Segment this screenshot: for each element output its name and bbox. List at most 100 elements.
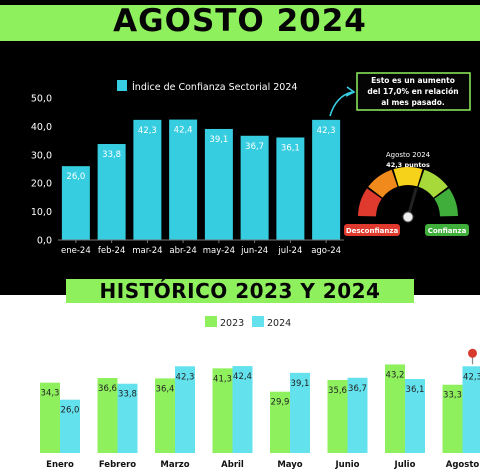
bar <box>97 144 126 240</box>
bar-value-label: 42,4 <box>233 372 252 382</box>
gauge-segment <box>418 169 448 198</box>
bar-value-label: 33,3 <box>443 391 462 401</box>
legend-label-2023: 2023 <box>220 318 244 329</box>
bar-value-label: 29,9 <box>271 398 290 408</box>
x-tick-label: ene-24 <box>61 246 91 256</box>
bar-value-label: 33,8 <box>118 390 137 400</box>
top-panel <box>0 0 480 295</box>
gauge-segment <box>434 188 458 217</box>
bar <box>312 119 341 240</box>
legend-swatch-2024 <box>252 316 264 327</box>
bar-2024 <box>462 366 480 453</box>
gauge-subtitle: 42,3 puntos <box>386 161 430 169</box>
category-label: Febrero <box>99 460 136 470</box>
bar-value-label: 36,4 <box>156 384 175 394</box>
x-tick-label: jul-24 <box>277 246 302 256</box>
bar-2024 <box>290 372 310 453</box>
bar-value-label: 36,1 <box>406 385 425 395</box>
category-label: Junio <box>334 460 359 470</box>
callout-line-1: Esto es un aumento <box>371 76 455 85</box>
x-tick-label: may-24 <box>203 246 235 256</box>
gauge-segment <box>358 188 382 217</box>
bar-value-label: 42,4 <box>174 126 193 136</box>
category-label: Abril <box>221 460 244 470</box>
legend: Índice de Confianza Sectorial 2024 <box>117 80 297 93</box>
bars: 34,326,036,633,836,442,3 41,3 42,429,939,1… <box>40 348 480 453</box>
bar-value-label: 36,7 <box>348 384 367 394</box>
bar-2023 <box>442 384 463 453</box>
category-label: Marzo <box>160 460 189 470</box>
x-axis: ene-24 feb-24 mar-24 abr-24 may-24 jun-24 jul-… <box>58 239 344 256</box>
bar-2024 <box>347 377 368 453</box>
bar-value-label: 34,3 <box>41 389 60 399</box>
bar-2024 <box>405 378 425 453</box>
bar-2024 <box>117 383 138 453</box>
gauge-right-label: Confianza <box>428 227 467 235</box>
bar-value-label: 36,1 <box>281 143 300 153</box>
bar-value-label: 42,3 <box>317 126 336 136</box>
y-tick-label: 0,0 <box>37 236 52 247</box>
bar <box>204 128 233 240</box>
bar <box>276 137 305 240</box>
y-tick-label: 30,0 <box>31 150 52 161</box>
gauge-right-pill <box>425 224 469 236</box>
callout-line-2: del 17,0% en relación <box>367 87 458 96</box>
callout-line-3: al mes pasado. <box>381 98 445 107</box>
gauge-segment <box>393 167 423 187</box>
legend: 2023 2024 <box>205 316 291 329</box>
bar-value-label: 43,2 <box>386 370 405 380</box>
x-tick-label: jun-24 <box>240 246 268 256</box>
marker-pin-head <box>468 348 477 358</box>
legend-swatch <box>117 80 127 91</box>
callout-box <box>356 72 471 111</box>
gauge-left-label: Desconfianza <box>346 227 399 235</box>
bar-value-label: 33,8 <box>102 150 121 160</box>
bar-value-label: 35,6 <box>328 386 347 396</box>
historic-banner <box>66 279 414 303</box>
legend-label: Índice de Confianza Sectorial 2024 <box>132 81 297 93</box>
bar <box>240 135 269 240</box>
y-tick-label: 50,0 <box>31 94 52 105</box>
category-label: Mayo <box>277 460 302 470</box>
bar-2023 <box>212 368 233 453</box>
y-tick-label: 10,0 <box>31 207 52 218</box>
bar-2023 <box>155 378 175 453</box>
category-label: Julio <box>394 460 416 470</box>
gauge-left-pill <box>344 224 400 236</box>
page-title: AGOSTO 2024 <box>113 3 367 39</box>
bar-value-label: 36,6 <box>98 384 117 394</box>
category-label: Agosto <box>446 460 480 470</box>
gauge: Agosto 2024 42,3 puntos Desconfianza Con… <box>344 151 469 236</box>
historic-chart: 2023 2024 34,326,036,633,836,442,3 41,3 42… <box>40 316 480 470</box>
title-banner <box>0 5 480 41</box>
bar-value-label: 42,3 <box>463 372 480 382</box>
gauge-segment <box>368 169 398 198</box>
bar-2024 <box>232 366 253 453</box>
callout: Esto es un aumento del 17,0% en relación… <box>329 72 471 117</box>
monthly-index-chart: 0,0 10,0 20,0 30,0 40,0 50,0 26,0 33,8 42,3 42,4… <box>31 72 471 256</box>
gauge-hub <box>402 211 414 223</box>
y-axis: 0,0 10,0 20,0 30,0 40,0 50,0 <box>31 94 52 247</box>
gauge-arcs <box>358 167 458 217</box>
bar-value-label: 41,3 <box>213 374 232 384</box>
bar-value-label: 36,7 <box>245 142 264 152</box>
callout-arrowhead <box>345 86 356 97</box>
bar-2024 <box>60 399 80 453</box>
bar-value-label: 26,0 <box>61 406 80 416</box>
y-tick-label: 40,0 <box>31 122 52 133</box>
category-label: Enero <box>46 460 74 470</box>
bar <box>133 119 162 240</box>
bar-value-label: 42,3 <box>176 372 195 382</box>
bars: 26,0 33,8 42,3 42,4 39,1 36,7 36,1 42,3 <box>61 119 341 240</box>
x-tick-label: abr-24 <box>169 246 196 256</box>
x-tick-label: mar-24 <box>132 246 162 256</box>
bar-2023 <box>97 377 118 453</box>
gauge-title: Agosto 2024 <box>386 151 431 159</box>
y-tick-label: 20,0 <box>31 179 52 190</box>
legend-label-2024: 2024 <box>267 318 291 329</box>
historic-title: HISTÓRICO 2023 Y 2024 <box>99 279 381 303</box>
bar <box>61 166 90 240</box>
bar-value-label: 39,1 <box>209 135 228 145</box>
x-tick-label: feb-24 <box>98 246 126 256</box>
x-axis: Enero Febrero Marzo Abril Mayo Junio Julio Agos… <box>46 460 479 470</box>
